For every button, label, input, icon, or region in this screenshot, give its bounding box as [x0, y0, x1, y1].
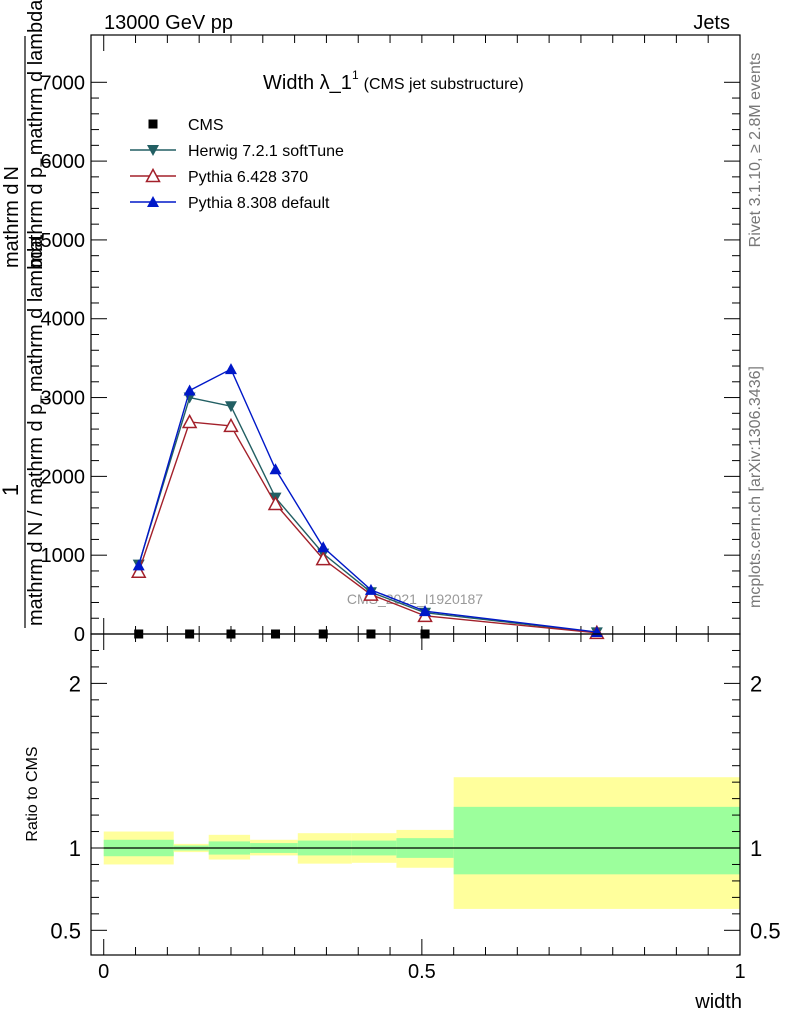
series-point [181, 413, 198, 429]
legend-label: Herwig 7.2.1 softTune [188, 143, 344, 160]
main-ylabel: 1 mathrm d N / mathrm d pTmathrm d lambd… [0, 0, 53, 628]
ylabel-upper-num: mathrm dN [1, 166, 23, 268]
legend-marker [147, 145, 159, 156]
series-point [419, 605, 432, 617]
main-ytick-label: 0 [74, 624, 85, 646]
main-panel: CMS_2021_I1920187 0 1000 2000 3000 4000 5000 6… [41, 34, 741, 646]
main-series [130, 363, 605, 640]
legend-marker [145, 167, 161, 183]
chart-title-sup: 1 [352, 68, 359, 82]
main-axes: 0 1000 2000 3000 4000 5000 6000 7000 [41, 35, 741, 646]
chart-title-rest: (CMS jet substructure) [364, 76, 524, 93]
series-line [138, 421, 597, 634]
series-line [138, 368, 597, 633]
series-point [223, 417, 239, 433]
ratio-bands [103, 777, 740, 909]
watermark: CMS_2021_I1920187 [347, 591, 483, 607]
series-point [183, 384, 196, 396]
main-ytick-label: 1000 [41, 545, 86, 567]
xlabel: width [694, 991, 742, 1013]
series-point [267, 495, 284, 511]
chart-title-main: Width λ_1 [263, 72, 352, 94]
rivet-label: Rivet 3.1.10, ≥ 2.8M events [747, 53, 764, 248]
ylabel-upper-den: mathrm d pTmathrm d lambda [25, 0, 53, 268]
ratio-panel: 0.5 0.51 12 20 0.5 1 Ratio to CMS width [24, 633, 781, 1013]
ratio-ytick-label: 2 [69, 671, 81, 696]
ratio-ytick-label-right: 2 [750, 671, 762, 696]
ratio-axes: 0.5 0.51 12 20 0.5 1 [50, 634, 781, 983]
series-point [224, 363, 237, 375]
ratio-xtick-label: 0.5 [408, 961, 436, 983]
header-left: 13000 GeV pp [104, 12, 233, 34]
ratio-ytick-label-right: 0.5 [750, 918, 781, 943]
ratio-xtick-label: 1 [734, 961, 745, 983]
header-right: Jets [693, 12, 730, 34]
main-ytick-label: 4000 [41, 309, 86, 331]
legend: CMS Herwig 7.2.1 softTune Pythia 6.428 370… [130, 117, 344, 212]
legend-label: Pythia 8.308 default [188, 195, 330, 212]
series-point [269, 463, 282, 475]
ratio-ytick-label: 0.5 [50, 918, 81, 943]
main-ytick-label: 5000 [41, 230, 86, 252]
legend-label: CMS [188, 117, 224, 134]
ylabel-frac-bottom: mathrm d N / mathrm d pTmathrm d lambda [25, 236, 53, 626]
mcplots-label: mcplots.cern.ch [arXiv:1306.3436] [747, 366, 764, 608]
ylabel-frac-top: 1 [0, 484, 23, 496]
ratio-xtick-label: 0 [98, 961, 109, 983]
legend-marker [147, 196, 159, 207]
series-point [130, 563, 147, 578]
main-ytick-label: 2000 [41, 466, 86, 488]
main-ytick-label: 6000 [41, 151, 86, 173]
legend-label: Pythia 6.428 370 [188, 169, 308, 186]
series-point [315, 551, 331, 566]
ratio-ytick-label: 1 [69, 836, 81, 861]
legend-marker [148, 119, 158, 129]
series-point [132, 559, 145, 571]
series-point [364, 583, 377, 595]
series-line [138, 396, 597, 634]
ratio-ylabel: Ratio to CMS [24, 746, 41, 841]
series-point [317, 541, 330, 553]
main-ytick-label: 7000 [41, 72, 86, 94]
series-point [224, 401, 237, 413]
main-ytick-label: 3000 [41, 388, 86, 410]
chart-title: Width λ_11 (CMS jet substructure) [263, 68, 524, 94]
ratio-frame [90, 633, 741, 956]
ratio-band-inner [453, 806, 740, 875]
ratio-ytick-label-right: 1 [750, 836, 762, 861]
